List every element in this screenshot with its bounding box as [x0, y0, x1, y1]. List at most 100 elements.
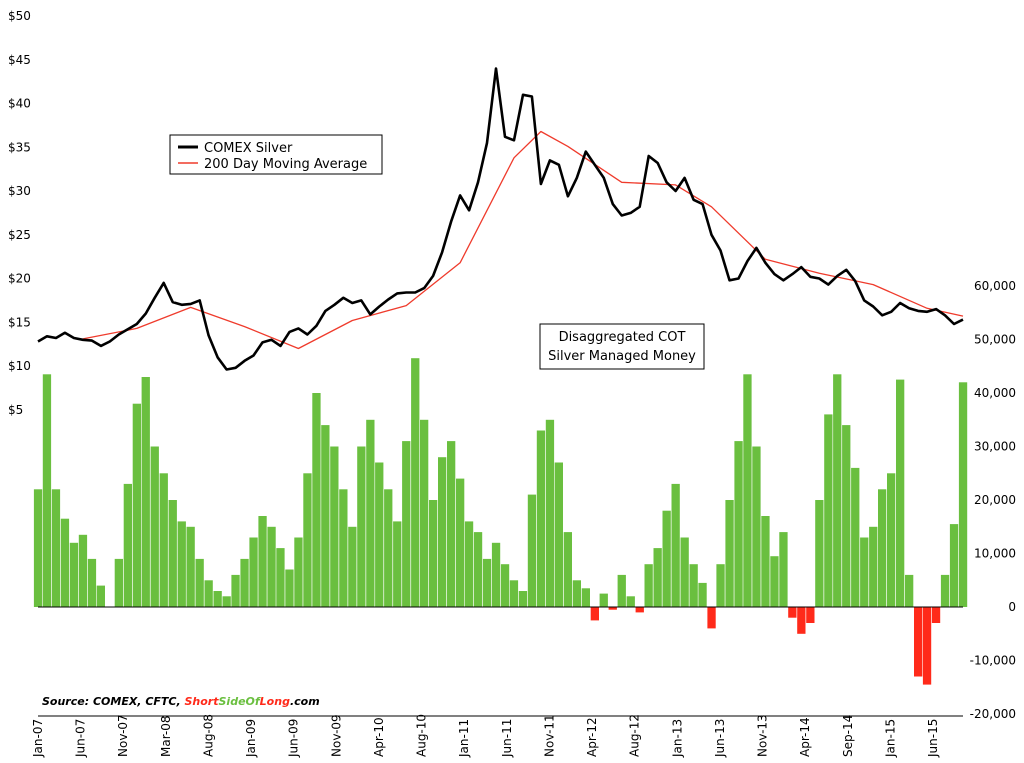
- silver-price-series: [37, 67, 964, 371]
- cot-bar: [500, 564, 510, 607]
- cot-bar: [716, 564, 725, 607]
- cot-bar: [429, 500, 438, 607]
- comex-silver-line: [37, 67, 964, 371]
- cot-bar: [33, 489, 43, 607]
- cot-bar: [321, 425, 330, 607]
- cot-bar: [186, 526, 195, 608]
- cot-tick-label: -20,000: [970, 707, 1016, 721]
- cot-bar: [78, 534, 88, 607]
- cot-bar: [779, 532, 788, 607]
- price-tick-label: $30: [8, 184, 31, 198]
- cot-bar: [949, 524, 959, 607]
- cot-bar: [114, 558, 123, 607]
- cot-bar: [213, 591, 222, 607]
- price-tick-label: $20: [8, 272, 31, 286]
- x-tick-label: Nov-09: [329, 714, 343, 757]
- moving-average-series: [82, 130, 964, 350]
- cot-tick-label: 30,000: [974, 440, 1016, 454]
- cot-bar: [680, 537, 689, 607]
- price-tick-label: $45: [8, 53, 31, 67]
- cot-bar: [204, 580, 213, 608]
- moving-average-line: [82, 130, 964, 350]
- cot-bar: [770, 556, 779, 607]
- x-tick-label: Jun-11: [500, 719, 514, 758]
- cot-bar: [42, 374, 52, 607]
- cot-bar: [536, 430, 546, 607]
- source-suffix: .com: [290, 695, 320, 708]
- cot-bar: [940, 574, 950, 607]
- price-tick-label: $10: [8, 359, 31, 373]
- cot-bar: [815, 500, 824, 607]
- cot-bar: [168, 500, 177, 607]
- cot-subtitle: Silver Managed Money: [548, 349, 696, 364]
- cot-bar: [330, 446, 339, 607]
- cot-bar: [276, 548, 285, 607]
- cot-bar: [195, 558, 204, 607]
- x-tick-label: Nov-11: [542, 714, 556, 757]
- cot-bar: [375, 462, 384, 607]
- cot-bar: [922, 607, 932, 685]
- cot-bar: [438, 457, 447, 607]
- cot-bar: [734, 441, 743, 607]
- cot-bar: [357, 446, 366, 607]
- cot-bar: [887, 473, 896, 608]
- source-side: SideOf: [219, 695, 261, 708]
- cot-bar: [671, 483, 680, 607]
- price-tick-label: $40: [8, 97, 31, 111]
- price-tick-label: $5: [8, 403, 23, 417]
- cot-bar: [914, 607, 923, 677]
- cot-bar: [473, 532, 483, 607]
- x-tick-label: Apr-14: [798, 717, 812, 757]
- cot-bar: [788, 607, 797, 618]
- cot-bar: [285, 569, 294, 607]
- x-tick-label: Jan-09: [244, 719, 258, 758]
- legend-box: [169, 134, 383, 175]
- cot-bar: [833, 374, 842, 607]
- cot-bar: [51, 489, 61, 607]
- cot-bar: [87, 558, 97, 607]
- cot-bar: [761, 516, 770, 607]
- cot-bar: [878, 489, 887, 607]
- cot-bar: [258, 516, 267, 607]
- cot-bar: [294, 537, 303, 607]
- x-tick-label: Jan-13: [670, 719, 684, 758]
- cot-bar: [958, 382, 968, 607]
- cot-bar: [339, 489, 348, 607]
- cot-bar: [644, 564, 653, 607]
- cot-bar: [572, 580, 581, 608]
- cot-bar: [797, 607, 806, 634]
- cot-bar: [303, 473, 312, 608]
- cot-tick-label: -10,000: [970, 654, 1016, 668]
- cot-bar: [132, 403, 141, 607]
- price-tick-label: $15: [8, 315, 31, 329]
- cot-bar: [348, 526, 357, 608]
- cot-bar: [707, 607, 716, 629]
- cot-bar: [851, 467, 860, 607]
- cot-bar: [590, 607, 599, 621]
- cot-bar: [698, 582, 707, 607]
- legend-label-comex: COMEX Silver: [204, 141, 293, 156]
- cot-title-box: Disaggregated COT Silver Managed Money: [539, 323, 705, 370]
- cot-bar: [393, 521, 402, 607]
- cot-bar: [509, 580, 519, 608]
- cot-bar: [743, 374, 752, 607]
- cot-bar: [860, 537, 869, 607]
- cot-bar: [312, 393, 321, 607]
- x-tick-label: Jun-13: [713, 719, 727, 758]
- cot-bar: [96, 585, 105, 607]
- x-tick-label: Apr-10: [372, 717, 386, 757]
- legend: COMEX Silver 200 Day Moving Average: [169, 134, 383, 175]
- source-prefix: Source: COMEX, CFTC,: [42, 695, 185, 708]
- cot-bar: [222, 596, 231, 607]
- price-tick-label: $50: [8, 9, 31, 23]
- cot-bar: [752, 446, 761, 607]
- price-tick-label: $25: [8, 228, 31, 242]
- cot-bar: [824, 414, 833, 607]
- cot-bar: [842, 425, 851, 607]
- x-tick-label: Sep-14: [841, 715, 855, 757]
- cot-bar: [366, 419, 375, 608]
- cot-bar: [411, 358, 420, 607]
- cot-bar: [608, 607, 617, 610]
- cot-bar: [123, 483, 132, 607]
- cot-tick-label: 0: [1008, 600, 1016, 614]
